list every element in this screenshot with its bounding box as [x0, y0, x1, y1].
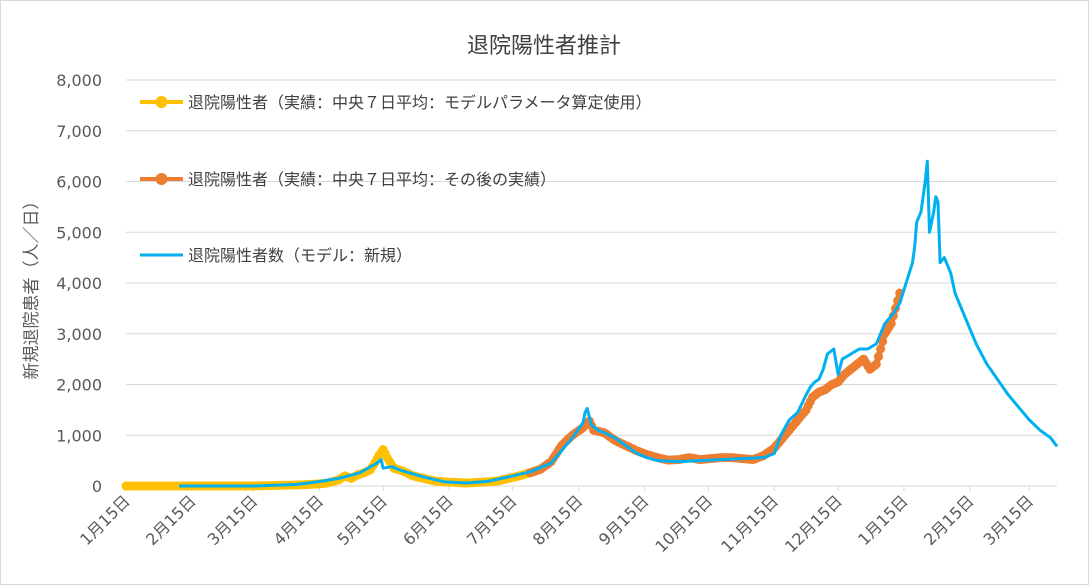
x-tick-label: 1月15日: [76, 491, 134, 549]
y-tick-label: 7,000: [56, 122, 102, 141]
y-tick-label: 2,000: [56, 376, 102, 395]
x-tick-label: 3月15日: [204, 491, 262, 549]
x-tick-label: 2月15日: [142, 491, 200, 549]
series-line: [526, 290, 903, 476]
data-point: [886, 319, 896, 329]
x-axis: 1月15日 2月15日 3月15日 4月15日 5月15日 6月15日 7月15日 8月15日…: [76, 486, 1037, 556]
legend-item-1: 退院陽性者（実績：中央７日平均：モデルパラメータ算定使用）: [140, 93, 652, 112]
legend-item-3: 退院陽性者数（モデル：新規）: [140, 246, 412, 265]
y-tick-label: 6,000: [56, 173, 102, 192]
data-point: [878, 336, 888, 346]
gridlines: [126, 79, 1057, 487]
x-tick-label: 6月15日: [399, 491, 457, 549]
x-tick-label: 12月15日: [781, 491, 846, 556]
x-tick-label: 5月15日: [333, 491, 391, 549]
series-group: [121, 159, 1059, 491]
x-tick-label: 9月15日: [595, 491, 653, 549]
y-tick-label: 0: [92, 477, 102, 496]
x-tick-label: 4月15日: [270, 491, 328, 549]
legend-swatch-marker: [155, 96, 168, 108]
y-tick-label: 3,000: [56, 325, 102, 344]
legend-label: 退院陽性者（実績：中央７日平均：その後の実績）: [188, 170, 556, 189]
x-tick-label: 11月15日: [717, 491, 782, 556]
y-tick-label: 1,000: [56, 426, 102, 445]
data-point: [876, 344, 886, 354]
legend-item-2: 退院陽性者（実績：中央７日平均：その後の実績）: [140, 170, 556, 189]
x-tick-label: 1月15日: [854, 491, 912, 549]
series-line: [179, 159, 1059, 488]
x-tick-label: 7月15日: [463, 491, 521, 549]
data-point: [874, 352, 883, 362]
series-1: [121, 445, 545, 491]
y-tick-label: 4,000: [56, 274, 102, 293]
legend-label: 退院陽性者数（モデル：新規）: [188, 246, 412, 265]
legend-label: 退院陽性者（実績：中央７日平均：モデルパラメータ算定使用）: [188, 93, 652, 112]
y-axis-label: 新規退院患者（人／日）: [22, 193, 42, 380]
x-tick-label: 8月15日: [529, 491, 587, 549]
series-3: [179, 159, 1059, 488]
x-tick-label: 2月15日: [920, 491, 978, 549]
x-tick-label: 10月15日: [651, 491, 716, 556]
legend: 退院陽性者（実績：中央７日平均：モデルパラメータ算定使用） 退院陽性者（実績：中央…: [140, 93, 652, 265]
y-tick-label: 8,000: [56, 71, 102, 90]
x-tick-label: 3月15日: [980, 491, 1038, 549]
legend-swatch-marker: [155, 173, 168, 185]
y-tick-label: 5,000: [56, 223, 102, 242]
data-point: [871, 359, 881, 369]
y-axis: 0 1,000 2,000 3,000 4,000 5,000 6,000 7,000 8,00…: [56, 71, 102, 496]
series-2: [525, 288, 905, 478]
chart-title: 退院陽性者推計: [467, 34, 621, 59]
